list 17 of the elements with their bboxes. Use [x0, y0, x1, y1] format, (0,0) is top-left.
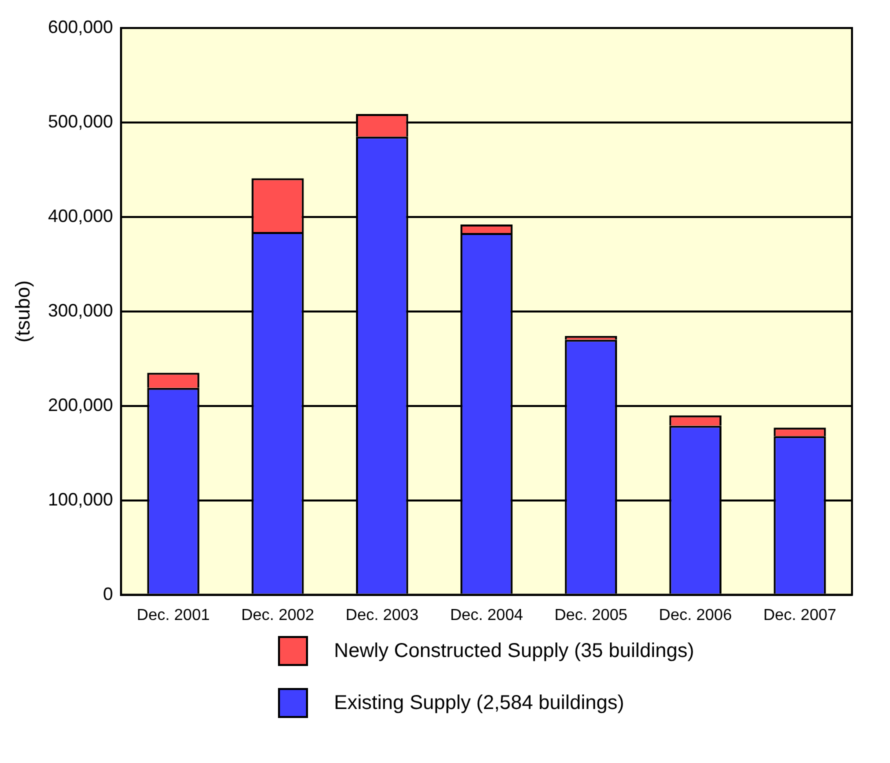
x-tick-label: Dec. 2007	[763, 606, 836, 624]
x-tick-label: Dec. 2004	[450, 606, 524, 624]
y-tick-label: 400,000	[48, 206, 114, 226]
y-tick-label: 500,000	[48, 111, 114, 132]
x-tick-label: Dec. 2006	[658, 606, 732, 624]
y-tick-label: 600,000	[48, 16, 114, 37]
x-tick-label: Dec. 2003	[346, 606, 419, 624]
y-tick-label: 200,000	[48, 394, 114, 415]
y-axis-title: (tsubo)	[12, 280, 35, 343]
legend-label: Newly Constructed Supply (35 buildings)	[334, 640, 694, 662]
y-tick-label: 100,000	[48, 489, 114, 510]
x-tick-label: Dec. 2001	[136, 606, 210, 624]
x-tick-label: Dec. 2002	[241, 606, 314, 624]
x-tick-label: Dec. 2005	[554, 606, 628, 624]
y-tick-label: 300,000	[48, 300, 114, 320]
legend-label: Existing Supply (2,584 buildings)	[334, 692, 624, 714]
y-tick-label: 0	[103, 584, 114, 604]
